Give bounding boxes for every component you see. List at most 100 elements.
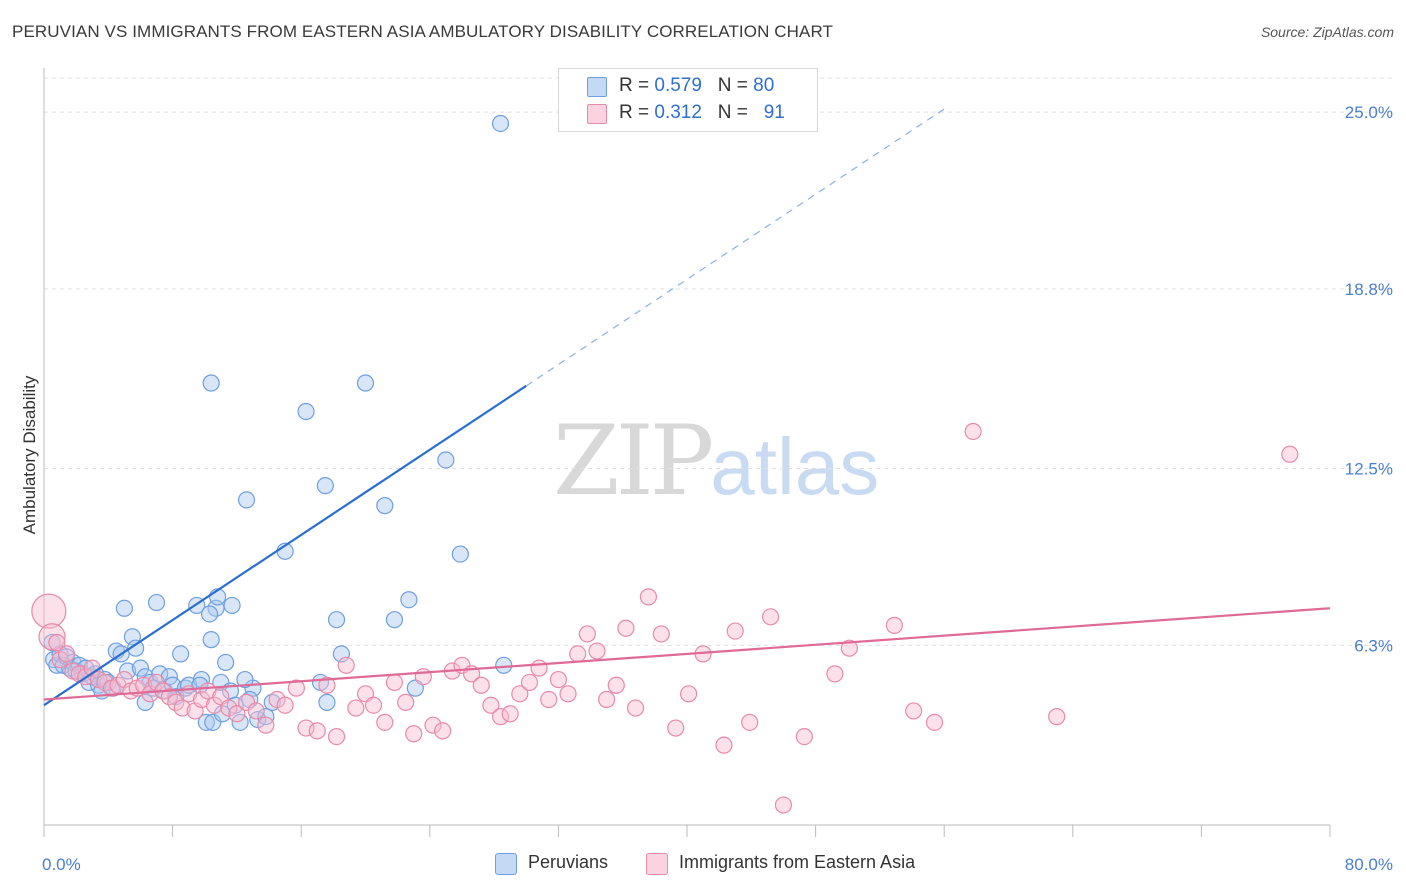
data-point bbox=[136, 693, 154, 711]
data-point bbox=[308, 722, 326, 740]
data-point bbox=[202, 631, 220, 649]
data-point bbox=[257, 716, 275, 734]
data-point bbox=[115, 599, 133, 617]
data-point bbox=[356, 374, 375, 392]
data-point bbox=[667, 719, 685, 737]
data-point bbox=[397, 693, 415, 711]
data-point bbox=[287, 679, 305, 697]
data-point bbox=[147, 593, 166, 612]
grid-lines bbox=[44, 77, 1395, 646]
data-point bbox=[204, 713, 222, 731]
data-point bbox=[434, 722, 452, 740]
data-point bbox=[228, 705, 246, 723]
data-point bbox=[501, 705, 519, 723]
y-tick-label: 6.3% bbox=[1354, 636, 1393, 655]
data-point bbox=[741, 713, 759, 731]
data-point bbox=[172, 645, 190, 663]
data-point bbox=[202, 374, 220, 392]
correlation-legend: R = 0.579 N = 80 R = 0.312 N = 91 bbox=[558, 68, 818, 132]
data-point bbox=[578, 625, 596, 643]
legend-swatch-blue bbox=[495, 853, 517, 875]
trend-lines bbox=[43, 108, 1331, 707]
data-point bbox=[337, 656, 355, 674]
data-point bbox=[511, 685, 529, 703]
data-point bbox=[200, 605, 219, 623]
legend-swatch-blue bbox=[587, 77, 607, 97]
data-point bbox=[598, 690, 616, 709]
data-point bbox=[347, 699, 365, 717]
data-point bbox=[826, 665, 844, 683]
watermark: ZIPatlas bbox=[553, 405, 879, 517]
data-point bbox=[263, 693, 281, 711]
data-point bbox=[540, 690, 558, 709]
data-point bbox=[491, 708, 510, 726]
data-point bbox=[131, 659, 150, 677]
data-point bbox=[559, 685, 577, 703]
legend-swatch-pink bbox=[646, 853, 668, 875]
y-axis-label: Ambulatory Disability bbox=[20, 375, 39, 534]
data-point bbox=[774, 796, 793, 814]
series-peruvians bbox=[43, 114, 513, 731]
x-tick-label-min: 0.0% bbox=[42, 855, 81, 874]
data-point bbox=[569, 645, 587, 663]
data-point bbox=[237, 491, 256, 509]
watermark-atlas: atlas bbox=[710, 422, 880, 511]
data-point bbox=[761, 608, 780, 626]
data-point bbox=[127, 639, 145, 657]
data-point bbox=[607, 676, 625, 694]
legend-swatch-pink bbox=[587, 104, 607, 124]
y-tick-label: 25.0% bbox=[1345, 103, 1393, 122]
tick-labels: 6.3% 12.5% 18.8% 25.0% bbox=[1345, 103, 1393, 655]
data-point bbox=[905, 702, 923, 720]
series-legend: Peruvians Immigrants from Eastern Asia bbox=[0, 851, 1406, 877]
data-point bbox=[1281, 445, 1299, 463]
chart-title: PERUVIAN VS IMMIGRANTS FROM EASTERN ASIA… bbox=[12, 22, 834, 41]
data-point bbox=[327, 611, 346, 629]
data-point bbox=[795, 727, 813, 746]
data-point bbox=[482, 696, 500, 714]
data-point bbox=[520, 673, 539, 692]
data-point bbox=[405, 725, 423, 743]
x-tick-label-max: 80.0% bbox=[1345, 855, 1393, 874]
trend-line-peruvians bbox=[43, 384, 527, 707]
trend-line-immigrants bbox=[43, 607, 1331, 701]
data-point bbox=[400, 591, 418, 609]
data-point bbox=[639, 588, 658, 606]
source-label: Source: ZipAtlas.com bbox=[1260, 24, 1394, 40]
data-point bbox=[385, 611, 404, 629]
data-point bbox=[451, 545, 469, 563]
data-point bbox=[925, 713, 944, 731]
data-point bbox=[197, 713, 215, 731]
data-point bbox=[236, 670, 254, 689]
data-point bbox=[147, 673, 166, 692]
legend-text: R = 0.312 N = 91 bbox=[619, 102, 785, 123]
series-immigrants-eastern-asia bbox=[31, 422, 1299, 814]
data-point bbox=[472, 676, 490, 694]
data-point bbox=[57, 645, 76, 663]
data-point bbox=[376, 713, 394, 731]
data-point bbox=[964, 422, 982, 441]
data-point bbox=[31, 593, 67, 629]
data-point bbox=[530, 659, 548, 677]
data-point bbox=[376, 497, 394, 515]
data-point bbox=[318, 676, 336, 694]
y-tick-label: 12.5% bbox=[1345, 460, 1393, 479]
data-point bbox=[297, 719, 315, 737]
data-point bbox=[316, 477, 334, 495]
data-point bbox=[318, 693, 336, 711]
data-point bbox=[491, 114, 510, 133]
data-point bbox=[549, 670, 568, 689]
data-point bbox=[223, 596, 241, 615]
legend-label: Immigrants from Eastern Asia bbox=[679, 852, 916, 872]
data-point bbox=[652, 625, 670, 643]
data-point bbox=[437, 451, 455, 469]
data-point bbox=[364, 696, 383, 714]
data-point bbox=[247, 702, 265, 720]
data-point bbox=[297, 402, 315, 421]
data-point bbox=[276, 696, 294, 714]
data-point bbox=[726, 622, 744, 640]
data-point bbox=[840, 639, 858, 657]
data-point bbox=[173, 699, 191, 717]
y-tick-label: 18.8% bbox=[1345, 280, 1393, 299]
